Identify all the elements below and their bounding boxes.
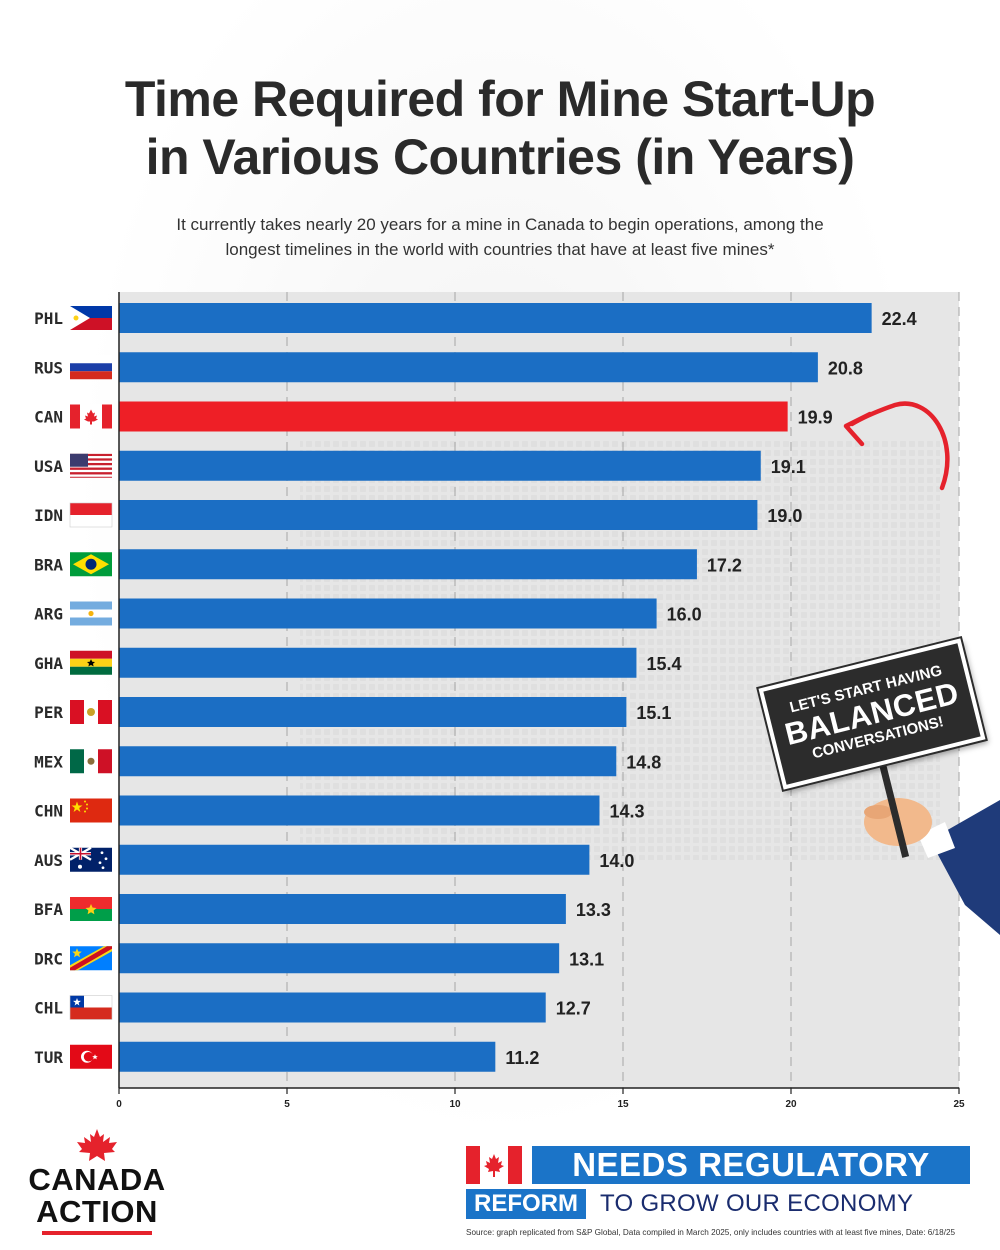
category-label-bra: BRA	[34, 555, 63, 574]
value-label-gha: 15.4	[646, 654, 681, 674]
category-label-per: PER	[34, 703, 63, 722]
category-label-gha: GHA	[34, 654, 63, 673]
bar-gha	[119, 647, 637, 678]
footer-tagline: TO GROW OUR ECONOMY	[600, 1190, 914, 1217]
value-label-rus: 20.8	[828, 358, 863, 378]
footer-reform-badge: REFORM	[466, 1189, 586, 1219]
bar-aus	[119, 844, 590, 875]
value-label-idn: 19.0	[767, 506, 802, 526]
value-label-phl: 22.4	[882, 309, 917, 329]
category-label-idn: IDN	[34, 506, 63, 525]
category-label-drc: DRC	[34, 949, 63, 968]
value-label-can: 19.9	[798, 408, 833, 428]
flag-chl-icon	[69, 995, 113, 1020]
flag-tur-icon	[70, 1044, 112, 1069]
bar-chl	[119, 992, 546, 1023]
bar-phl	[119, 303, 872, 333]
maple-leaf-icon	[77, 1129, 117, 1161]
x-tick-label-25: 25	[953, 1099, 965, 1110]
subtitle-line-1: It currently takes nearly 20 years for a…	[176, 215, 824, 234]
flag-chn-icon	[70, 798, 112, 823]
flag-idn-icon	[69, 502, 113, 528]
category-label-rus: RUS	[34, 358, 63, 377]
category-label-chl: CHL	[34, 999, 63, 1018]
flag-aus-icon	[69, 846, 112, 872]
x-tick-label-20: 20	[785, 1099, 797, 1110]
value-label-bfa: 13.3	[576, 900, 611, 920]
subtitle-line-2: longest timelines in the world with coun…	[225, 240, 775, 259]
page-title: Time Required for Mine Start-Up in Vario…	[0, 70, 1000, 186]
bar-chn	[119, 795, 600, 826]
flag-usa-icon	[70, 453, 112, 478]
bar-drc	[119, 943, 560, 974]
logo-word-1: CANADA	[28, 1162, 166, 1197]
bar-tur	[119, 1041, 496, 1072]
flag-mex-icon	[70, 749, 112, 774]
flag-gha-icon	[70, 650, 112, 675]
value-label-arg: 16.0	[667, 605, 702, 625]
category-label-arg: ARG	[34, 605, 63, 624]
value-label-bra: 17.2	[707, 555, 742, 575]
value-label-chn: 14.3	[609, 802, 644, 822]
value-label-per: 15.1	[636, 703, 671, 723]
flag-rus-icon	[70, 355, 112, 380]
bar-arg	[119, 598, 657, 629]
category-label-mex: MEX	[34, 752, 63, 771]
category-label-bfa: BFA	[34, 900, 63, 919]
category-label-aus: AUS	[34, 851, 63, 870]
flag-drc-icon	[70, 946, 112, 971]
title-line-1: Time Required for Mine Start-Up	[124, 71, 876, 127]
flag-arg-icon	[70, 601, 112, 626]
bar-can	[119, 401, 788, 432]
canada-action-logo: CANADA ACTION	[22, 1128, 172, 1235]
title-line-2: in Various Countries (in Years)	[145, 129, 855, 185]
x-tick-label-15: 15	[617, 1099, 629, 1110]
source-note: Source: graph replicated from S&P Global…	[466, 1228, 956, 1237]
flag-bfa-icon	[70, 897, 112, 921]
bar-bfa	[119, 894, 566, 924]
value-label-usa: 19.1	[771, 457, 806, 477]
logo-underline	[42, 1231, 152, 1235]
category-label-phl: PHL	[34, 309, 63, 328]
flag-phl-icon	[70, 306, 112, 330]
bar-usa	[119, 450, 761, 481]
x-tick-label-10: 10	[449, 1099, 461, 1110]
bar-bra	[119, 549, 697, 580]
bar-idn	[119, 500, 758, 530]
value-label-chl: 12.7	[556, 999, 591, 1019]
page-subtitle: It currently takes nearly 20 years for a…	[90, 212, 910, 262]
logo-word-2: ACTION	[36, 1194, 158, 1229]
flag-per-icon	[70, 700, 112, 724]
category-label-tur: TUR	[34, 1048, 63, 1067]
highlight-arrowhead	[843, 411, 873, 447]
bar-mex	[119, 746, 617, 777]
category-label-chn: CHN	[34, 802, 63, 821]
value-label-tur: 11.2	[505, 1048, 539, 1068]
bar-per	[119, 697, 627, 727]
flag-can-icon	[70, 404, 112, 429]
value-label-mex: 14.8	[626, 752, 661, 772]
category-label-usa: USA	[34, 457, 63, 476]
x-tick-label-0: 0	[116, 1099, 122, 1110]
footer-banner: NEEDS REGULATORY	[532, 1146, 970, 1184]
x-tick-label-5: 5	[284, 1099, 290, 1110]
value-label-drc: 13.1	[569, 949, 604, 969]
bar-rus	[119, 352, 818, 383]
value-label-aus: 14.0	[599, 851, 634, 871]
flag-bra-icon	[70, 552, 112, 577]
category-label-can: CAN	[34, 408, 63, 427]
canada-flag-icon	[466, 1146, 522, 1184]
thumb	[864, 805, 892, 819]
